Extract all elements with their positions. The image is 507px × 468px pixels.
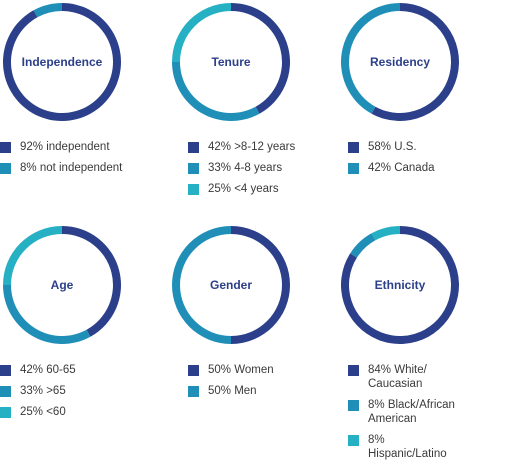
ethnicity-legend-item: 8% Black/African American bbox=[348, 398, 507, 426]
legend-swatch bbox=[188, 365, 199, 376]
legend-swatch bbox=[0, 163, 11, 174]
tenure-legend-item: 33% 4-8 years bbox=[188, 161, 338, 175]
age-donut: Age bbox=[3, 226, 122, 344]
legend-swatch bbox=[188, 386, 199, 397]
independence-legend-item: 92% independent bbox=[0, 140, 169, 154]
tenure-slice-1 bbox=[231, 2, 290, 114]
tenure-slice-3 bbox=[172, 3, 231, 62]
residency-legend-label: 58% U.S. bbox=[368, 141, 417, 153]
gender-legend: 50% Women 50% Men bbox=[188, 363, 338, 405]
independence-legend-label: 8% not independent bbox=[20, 162, 123, 174]
residency-legend-label: 42% Canada bbox=[368, 162, 435, 174]
age-title: Age bbox=[51, 278, 74, 292]
ethnicity-panel: Ethnicity 84% White/ Caucasian 8% Black/Af… bbox=[338, 223, 507, 460]
age-legend-label: 25% <60 bbox=[20, 406, 66, 418]
gender-slice-2 bbox=[172, 226, 231, 344]
tenure-legend-label: 33% 4-8 years bbox=[208, 162, 283, 174]
ethnicity-legend: 84% White/ Caucasian 8% Black/African Ame… bbox=[348, 363, 507, 468]
age-legend-label: 42% 60-65 bbox=[20, 364, 76, 376]
independence-donut: Independence bbox=[2, 2, 121, 121]
tenure-panel: Tenure 42% >8-12 years 33% 4-8 years 25% <4… bbox=[169, 0, 338, 223]
gender-panel: Gender 50% Women 50% Men bbox=[169, 223, 338, 446]
tenure-legend: 42% >8-12 years 33% 4-8 years 25% <4 years bbox=[188, 140, 338, 203]
legend-swatch bbox=[348, 142, 359, 153]
independence-title: Independence bbox=[22, 55, 103, 69]
gender-legend-label: 50% Men bbox=[208, 385, 257, 397]
age-legend-item: 33% >65 bbox=[0, 384, 169, 398]
ethnicity-legend-label: 84% White/ Caucasian bbox=[368, 364, 427, 390]
ethnicity-legend-label: 8% Hispanic/Latino bbox=[368, 434, 447, 460]
residency-slice-2 bbox=[341, 3, 400, 114]
tenure-legend-label: 25% <4 years bbox=[208, 183, 279, 195]
legend-swatch bbox=[348, 163, 359, 174]
gender-legend-item: 50% Men bbox=[188, 384, 338, 398]
independence-legend: 92% independent 8% not independent bbox=[0, 140, 169, 182]
age-slice-1 bbox=[62, 226, 122, 337]
legend-swatch bbox=[188, 184, 199, 195]
gender-title: Gender bbox=[210, 278, 252, 292]
residency-legend-item: 58% U.S. bbox=[348, 140, 507, 154]
legend-swatch bbox=[348, 435, 359, 446]
legend-swatch bbox=[348, 365, 359, 376]
ethnicity-slice-3 bbox=[371, 226, 400, 241]
residency-legend-item: 42% Canada bbox=[348, 161, 507, 175]
gender-slice-1 bbox=[231, 226, 290, 344]
gender-legend-item: 50% Women bbox=[188, 363, 338, 377]
ethnicity-title: Ethnicity bbox=[375, 278, 426, 292]
legend-swatch bbox=[0, 386, 11, 397]
legend-swatch bbox=[188, 142, 199, 153]
tenure-legend-item: 42% >8-12 years bbox=[188, 140, 338, 154]
ethnicity-legend-item: 8% Hispanic/Latino bbox=[348, 433, 507, 461]
tenure-donut: Tenure bbox=[172, 2, 290, 122]
tenure-slice-2 bbox=[172, 62, 260, 122]
age-panel: Age 42% 60-65 33% >65 25% <60 bbox=[0, 223, 169, 446]
ethnicity-legend-item: 84% White/ Caucasian bbox=[348, 363, 507, 391]
tenure-legend-label: 42% >8-12 years bbox=[208, 141, 296, 153]
age-slice-2 bbox=[3, 285, 91, 344]
age-slice-3 bbox=[3, 226, 62, 285]
age-legend: 42% 60-65 33% >65 25% <60 bbox=[0, 363, 169, 426]
legend-swatch bbox=[188, 163, 199, 174]
independence-legend-label: 92% independent bbox=[20, 141, 110, 153]
residency-legend: 58% U.S. 42% Canada bbox=[348, 140, 507, 182]
gender-legend-label: 50% Women bbox=[208, 364, 274, 376]
ethnicity-slice-2 bbox=[350, 233, 376, 258]
residency-slice-1 bbox=[371, 3, 459, 121]
residency-title: Residency bbox=[370, 55, 430, 69]
ethnicity-donut: Ethnicity bbox=[341, 226, 459, 344]
tenure-legend-item: 25% <4 years bbox=[188, 182, 338, 196]
independence-slice-2 bbox=[33, 2, 62, 18]
legend-swatch bbox=[0, 365, 11, 376]
legend-swatch bbox=[0, 142, 11, 153]
legend-swatch bbox=[0, 407, 11, 418]
residency-panel: Residency 58% U.S. 42% Canada bbox=[338, 0, 507, 223]
legend-swatch bbox=[348, 400, 359, 411]
tenure-title: Tenure bbox=[211, 55, 250, 69]
gender-donut: Gender bbox=[172, 226, 290, 344]
residency-donut: Residency bbox=[341, 3, 459, 121]
age-legend-label: 33% >65 bbox=[20, 385, 66, 397]
ethnicity-legend-label: 8% Black/African American bbox=[368, 399, 455, 425]
independence-legend-item: 8% not independent bbox=[0, 161, 169, 175]
independence-panel: Independence 92% independent 8% not indepe… bbox=[0, 0, 169, 223]
age-legend-item: 25% <60 bbox=[0, 405, 169, 419]
age-legend-item: 42% 60-65 bbox=[0, 363, 169, 377]
